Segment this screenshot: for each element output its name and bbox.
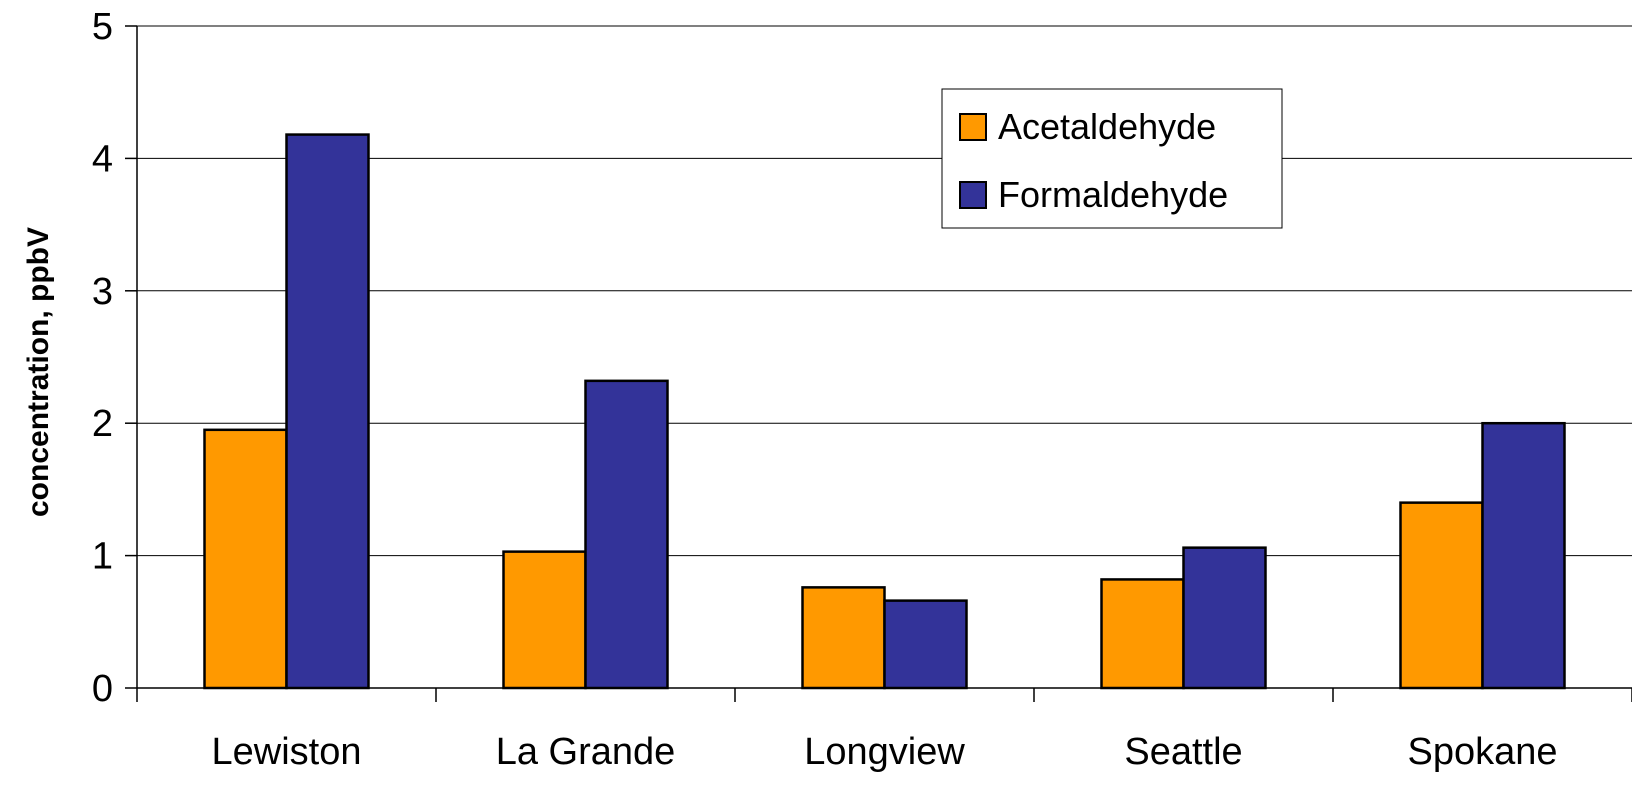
bar-formaldehyde-la-grande bbox=[584, 379, 669, 690]
bars bbox=[203, 133, 1566, 690]
y-axis-title: concentration, ppbV bbox=[22, 227, 55, 517]
x-tick-labels: Lewiston La Grande Longview Seattle Spokane bbox=[212, 731, 1558, 773]
y-tick-label: 5 bbox=[92, 6, 113, 48]
bar-acetaldehyde-spokane bbox=[1399, 501, 1484, 690]
bar-acetaldehyde-seattle bbox=[1100, 578, 1185, 690]
bar-acetaldehyde-la-grande bbox=[502, 550, 587, 690]
y-tick-label: 2 bbox=[92, 403, 113, 445]
legend-swatch-formaldehyde bbox=[959, 181, 987, 209]
x-tick-label: Longview bbox=[804, 731, 965, 773]
x-tick-label: Spokane bbox=[1407, 731, 1557, 773]
y-tick-label: 0 bbox=[92, 668, 113, 710]
y-tick-label: 1 bbox=[92, 536, 113, 578]
bar-formaldehyde-longview bbox=[883, 599, 968, 690]
legend-label-acetaldehyde: Acetaldehyde bbox=[998, 106, 1216, 147]
legend-swatch-acetaldehyde bbox=[959, 113, 987, 141]
bar-formaldehyde-seattle bbox=[1182, 546, 1267, 690]
y-tick-label: 3 bbox=[92, 271, 113, 313]
y-tick-labels: 0 1 2 3 4 5 bbox=[92, 6, 113, 710]
legend-label-formaldehyde: Formaldehyde bbox=[998, 174, 1228, 215]
gridlines bbox=[137, 25, 1632, 557]
x-tick-label: La Grande bbox=[496, 731, 676, 773]
bar-acetaldehyde-longview bbox=[801, 586, 886, 690]
axes bbox=[125, 25, 1632, 702]
bar-acetaldehyde-lewiston bbox=[203, 428, 288, 690]
legend-box bbox=[941, 88, 1283, 229]
bar-formaldehyde-lewiston bbox=[285, 133, 370, 690]
y-tick-label: 4 bbox=[92, 138, 113, 180]
legend: Acetaldehyde Formaldehyde bbox=[941, 88, 1283, 229]
x-tick-label: Lewiston bbox=[212, 731, 362, 773]
bar-formaldehyde-spokane bbox=[1481, 421, 1566, 690]
x-tick-label: Seattle bbox=[1124, 731, 1242, 773]
